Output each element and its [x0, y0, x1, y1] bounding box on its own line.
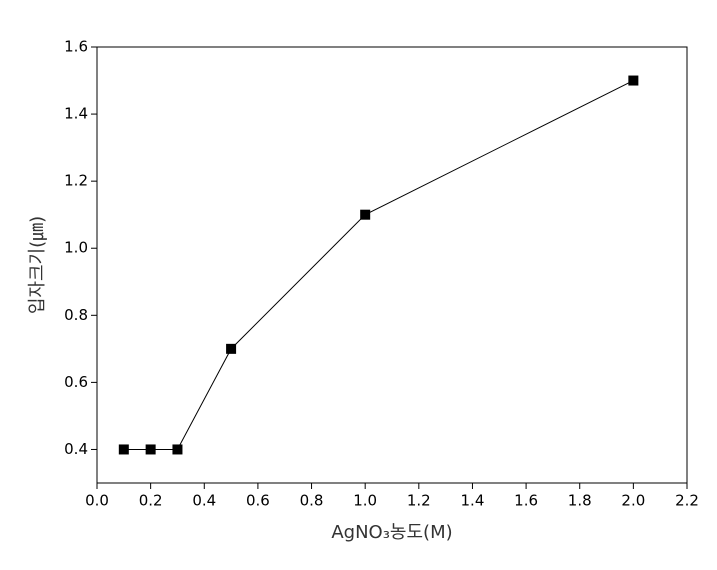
x-tick-label: 0.2	[139, 492, 163, 510]
y-axis-label: 입자크기(㎛)	[27, 216, 48, 314]
x-tick-label: 1.6	[514, 492, 538, 510]
y-tick-label: 0.4	[64, 440, 88, 458]
x-tick-label: 1.0	[353, 492, 377, 510]
x-tick-label: 2.0	[621, 492, 645, 510]
x-tick-label: 1.4	[461, 492, 485, 510]
x-tick-label: 0.6	[246, 492, 270, 510]
x-axis-label: AgNO₃농도(M)	[331, 522, 452, 543]
marker	[628, 75, 639, 86]
marker	[172, 444, 183, 455]
x-tick-label: 0.0	[85, 492, 109, 510]
y-tick-label: 0.8	[64, 306, 88, 324]
y-tick-label: 0.6	[64, 373, 88, 391]
data-line	[123, 80, 634, 450]
marker	[145, 444, 156, 455]
y-tick-label: 1.6	[64, 38, 88, 56]
y-tick-label: 1.0	[64, 239, 88, 257]
marker	[118, 444, 129, 455]
marker	[360, 209, 371, 220]
y-tick-label: 1.4	[64, 105, 88, 123]
x-tick-label: 2.2	[675, 492, 699, 510]
x-tick-label: 0.4	[192, 492, 216, 510]
x-tick-label: 1.8	[568, 492, 592, 510]
x-tick-label: 1.2	[407, 492, 431, 510]
marker	[226, 343, 237, 354]
x-tick-label: 0.8	[300, 492, 324, 510]
plot-frame	[96, 46, 688, 484]
y-tick-label: 1.2	[64, 172, 88, 190]
